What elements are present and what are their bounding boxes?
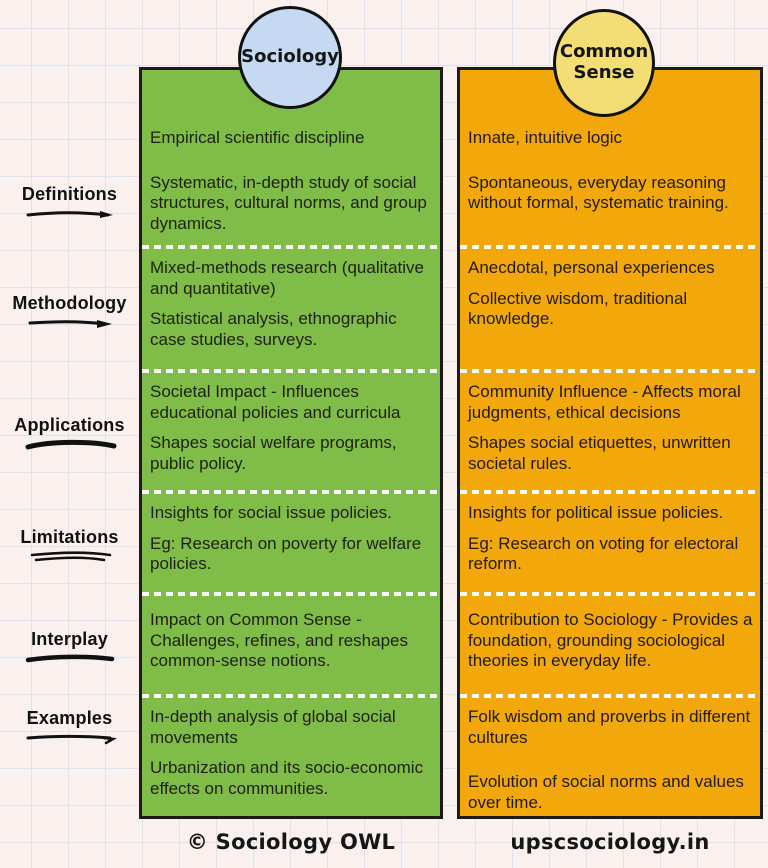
sociology-limitations-text: Insights for social issue policies. (150, 503, 392, 522)
underline-stroke-icon (25, 439, 116, 450)
common-sense-examples-text: Evolution of social norms and values ove… (468, 772, 744, 813)
sociology-limitations-text: Eg: Research on poverty for welfare poli… (150, 533, 422, 574)
row-label-text: Definitions (21, 184, 118, 204)
sociology-methodology-cell: Mixed-methods research (qualitative and … (139, 249, 443, 373)
underline-stroke-icon (28, 319, 112, 328)
row-label-definitions: Definitions (0, 67, 139, 249)
sociology-methodology-text: Statistical analysis, ethnographic case … (150, 309, 397, 350)
underline-stroke-icon (26, 211, 113, 218)
sociology-examples-text: In-depth analysis of global social movem… (150, 707, 396, 747)
sociology-header-bubble: Sociology (238, 6, 342, 109)
common-sense-limitations-text: Insights for political issue policies. (468, 503, 724, 522)
common-sense-interplay-text: Contribution to Sociology - Provides a f… (468, 610, 753, 671)
row-label-methodology: Methodology (0, 249, 139, 373)
sociology-definitions-text: Empirical scientific discipline (150, 128, 365, 147)
row-label-text: Interplay (31, 628, 108, 649)
common-sense-methodology-cell: Anecdotal, personal experiences Collectiv… (457, 249, 763, 373)
common-sense-header-label: Common Sense (559, 41, 649, 83)
sociology-definitions-text: Systematic, in-depth study of social str… (150, 172, 427, 234)
comparison-grid: Definitions Empirical scientific discipli… (0, 67, 763, 819)
row-label-interplay: Interplay (0, 596, 139, 698)
sociology-interplay-text: Impact on Common Sense - Challenges, ref… (150, 610, 408, 671)
sociology-limitations-cell: Insights for social issue policies. Eg: R… (139, 494, 443, 596)
common-sense-applications-text: Shapes social etiquettes, unwritten soci… (468, 433, 731, 474)
underline-stroke-icon (26, 735, 117, 745)
underline-stroke-icon (25, 654, 114, 662)
sociology-examples-text: Urbanization and its socio-economic effe… (150, 758, 424, 799)
common-sense-interplay-cell: Contribution to Sociology - Provides a f… (457, 596, 763, 698)
common-sense-limitations-cell: Insights for political issue policies. Eg… (457, 494, 763, 596)
row-label-text: Methodology (12, 292, 127, 313)
sociology-applications-text: Societal Impact - Influences educational… (150, 382, 401, 422)
common-sense-definitions-text: Innate, intuitive logic (468, 128, 623, 147)
underline-stroke-icon (30, 550, 111, 561)
sociology-applications-cell: Societal Impact - Influences educational… (139, 373, 443, 494)
sociology-interplay-cell: Impact on Common Sense - Challenges, ref… (139, 596, 443, 698)
common-sense-limitations-text: Eg: Research on voting for electoral ref… (468, 533, 739, 574)
row-label-limitations: Limitations (0, 494, 139, 596)
common-sense-definitions-text: Spontaneous, everyday reasoning without … (468, 172, 729, 213)
common-sense-header-bubble: Common Sense (553, 9, 655, 117)
row-label-applications: Applications (0, 373, 139, 494)
common-sense-methodology-text: Anecdotal, personal experiences (468, 258, 715, 277)
sociology-methodology-text: Mixed-methods research (qualitative and … (150, 258, 425, 298)
common-sense-examples-cell: Folk wisdom and proverbs in different cu… (457, 698, 763, 819)
attribution-right: upscsociology.in (510, 830, 710, 854)
common-sense-applications-text: Community Influence - Affects moral judg… (468, 382, 741, 422)
sociology-applications-text: Shapes social welfare programs, public p… (150, 433, 397, 474)
common-sense-examples-text: Folk wisdom and proverbs in different cu… (468, 707, 751, 747)
row-label-text: Limitations (20, 526, 119, 547)
sociology-examples-cell: In-depth analysis of global social movem… (139, 698, 443, 819)
common-sense-applications-cell: Community Influence - Affects moral judg… (457, 373, 763, 494)
row-label-text: Examples (26, 708, 113, 728)
attribution-left: © Sociology OWL (186, 830, 396, 854)
row-label-examples: Examples (0, 698, 139, 819)
common-sense-methodology-text: Collective wisdom, traditional knowledge… (468, 288, 688, 329)
row-label-text: Applications (14, 415, 125, 435)
sociology-header-label: Sociology (241, 46, 339, 68)
